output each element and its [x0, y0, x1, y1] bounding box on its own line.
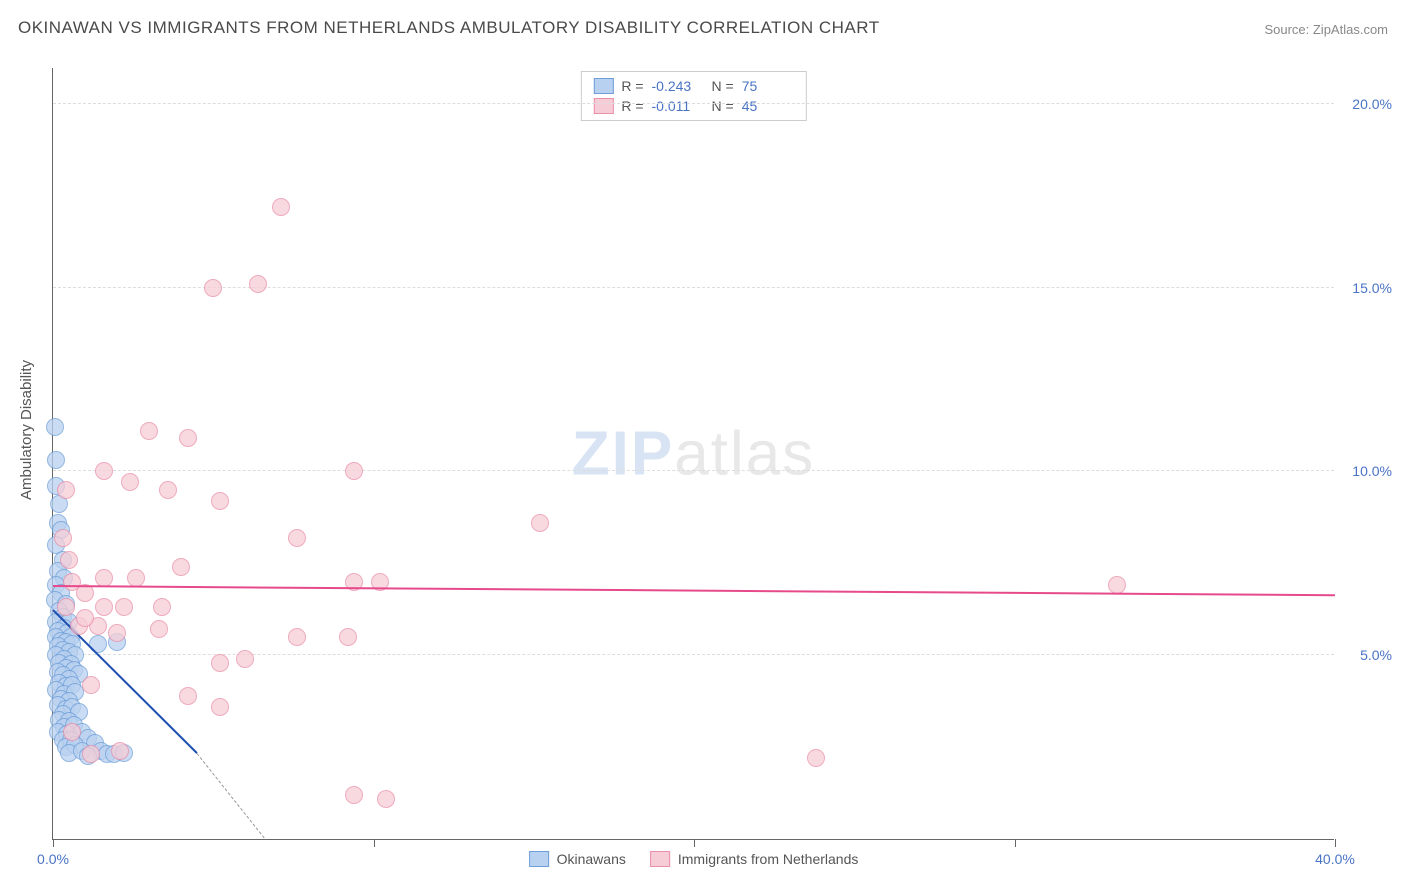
- data-point: [172, 558, 190, 576]
- data-point: [82, 676, 100, 694]
- data-point: [339, 628, 357, 646]
- data-point: [807, 749, 825, 767]
- legend-swatch: [593, 78, 613, 94]
- data-point: [179, 429, 197, 447]
- data-point: [153, 598, 171, 616]
- data-point: [249, 275, 267, 293]
- gridline: [53, 287, 1334, 288]
- stat-value-n: 45: [742, 98, 794, 114]
- legend-swatch: [529, 851, 549, 867]
- chart-title: OKINAWAN VS IMMIGRANTS FROM NETHERLANDS …: [18, 18, 880, 38]
- source-credit: Source: ZipAtlas.com: [1264, 22, 1388, 37]
- data-point: [57, 598, 75, 616]
- data-point: [121, 473, 139, 491]
- watermark: ZIPatlas: [572, 418, 815, 489]
- data-point: [377, 790, 395, 808]
- stat-value-r: -0.011: [652, 98, 704, 114]
- legend-swatch: [650, 851, 670, 867]
- data-point: [211, 698, 229, 716]
- plot-area: ZIPatlas R =-0.243N =75R =-0.011N =45 Ok…: [52, 68, 1334, 840]
- data-point: [115, 598, 133, 616]
- data-point: [345, 462, 363, 480]
- data-point: [288, 529, 306, 547]
- y-tick-label: 10.0%: [1352, 463, 1392, 479]
- data-point: [82, 745, 100, 763]
- stat-label-n: N =: [712, 78, 734, 94]
- data-point: [108, 624, 126, 642]
- stat-label-r: R =: [621, 78, 643, 94]
- data-point: [159, 481, 177, 499]
- stat-label-r: R =: [621, 98, 643, 114]
- data-point: [236, 650, 254, 668]
- data-point: [127, 569, 145, 587]
- data-point: [95, 462, 113, 480]
- data-point: [60, 551, 78, 569]
- stat-value-n: 75: [742, 78, 794, 94]
- data-point: [345, 786, 363, 804]
- legend-swatch: [593, 98, 613, 114]
- data-point: [57, 481, 75, 499]
- data-point: [531, 514, 549, 532]
- data-point: [211, 492, 229, 510]
- y-tick-label: 15.0%: [1352, 280, 1392, 296]
- data-point: [95, 598, 113, 616]
- legend-label: Immigrants from Netherlands: [678, 851, 859, 867]
- data-point: [179, 687, 197, 705]
- x-tick-label: 40.0%: [1315, 851, 1355, 867]
- y-tick-label: 5.0%: [1360, 647, 1392, 663]
- stat-value-r: -0.243: [652, 78, 704, 94]
- watermark-zip: ZIP: [572, 419, 674, 488]
- legend-label: Okinawans: [557, 851, 626, 867]
- data-point: [47, 451, 65, 469]
- x-tick: [374, 839, 375, 847]
- x-tick: [1335, 839, 1336, 847]
- data-point: [150, 620, 168, 638]
- data-point: [76, 609, 94, 627]
- stats-row: R = -0.011 N = 45: [593, 96, 793, 116]
- y-tick-label: 20.0%: [1352, 96, 1392, 112]
- x-tick: [53, 839, 54, 847]
- y-axis-title: Ambulatory Disability: [18, 360, 35, 500]
- data-point: [63, 723, 81, 741]
- data-point: [54, 529, 72, 547]
- gridline: [53, 470, 1334, 471]
- legend-item: Immigrants from Netherlands: [650, 851, 859, 867]
- data-point: [204, 279, 222, 297]
- data-point: [111, 742, 129, 760]
- data-point: [211, 654, 229, 672]
- data-point: [288, 628, 306, 646]
- stats-legend: R = -0.243 N = 75 R = -0.011 N = 45: [580, 71, 806, 121]
- data-point: [272, 198, 290, 216]
- trend-extrapolation: [197, 754, 265, 839]
- bottom-legend: Okinawans Immigrants from Netherlands: [529, 851, 859, 867]
- stats-row: R = -0.243 N = 75: [593, 76, 793, 96]
- legend-item: Okinawans: [529, 851, 626, 867]
- x-tick: [694, 839, 695, 847]
- trend-line: [53, 585, 1335, 596]
- data-point: [46, 418, 64, 436]
- data-point: [95, 569, 113, 587]
- gridline: [53, 103, 1334, 104]
- data-point: [140, 422, 158, 440]
- x-tick: [1015, 839, 1016, 847]
- stat-label-n: N =: [712, 98, 734, 114]
- x-tick-label: 0.0%: [37, 851, 69, 867]
- watermark-atlas: atlas: [674, 419, 815, 488]
